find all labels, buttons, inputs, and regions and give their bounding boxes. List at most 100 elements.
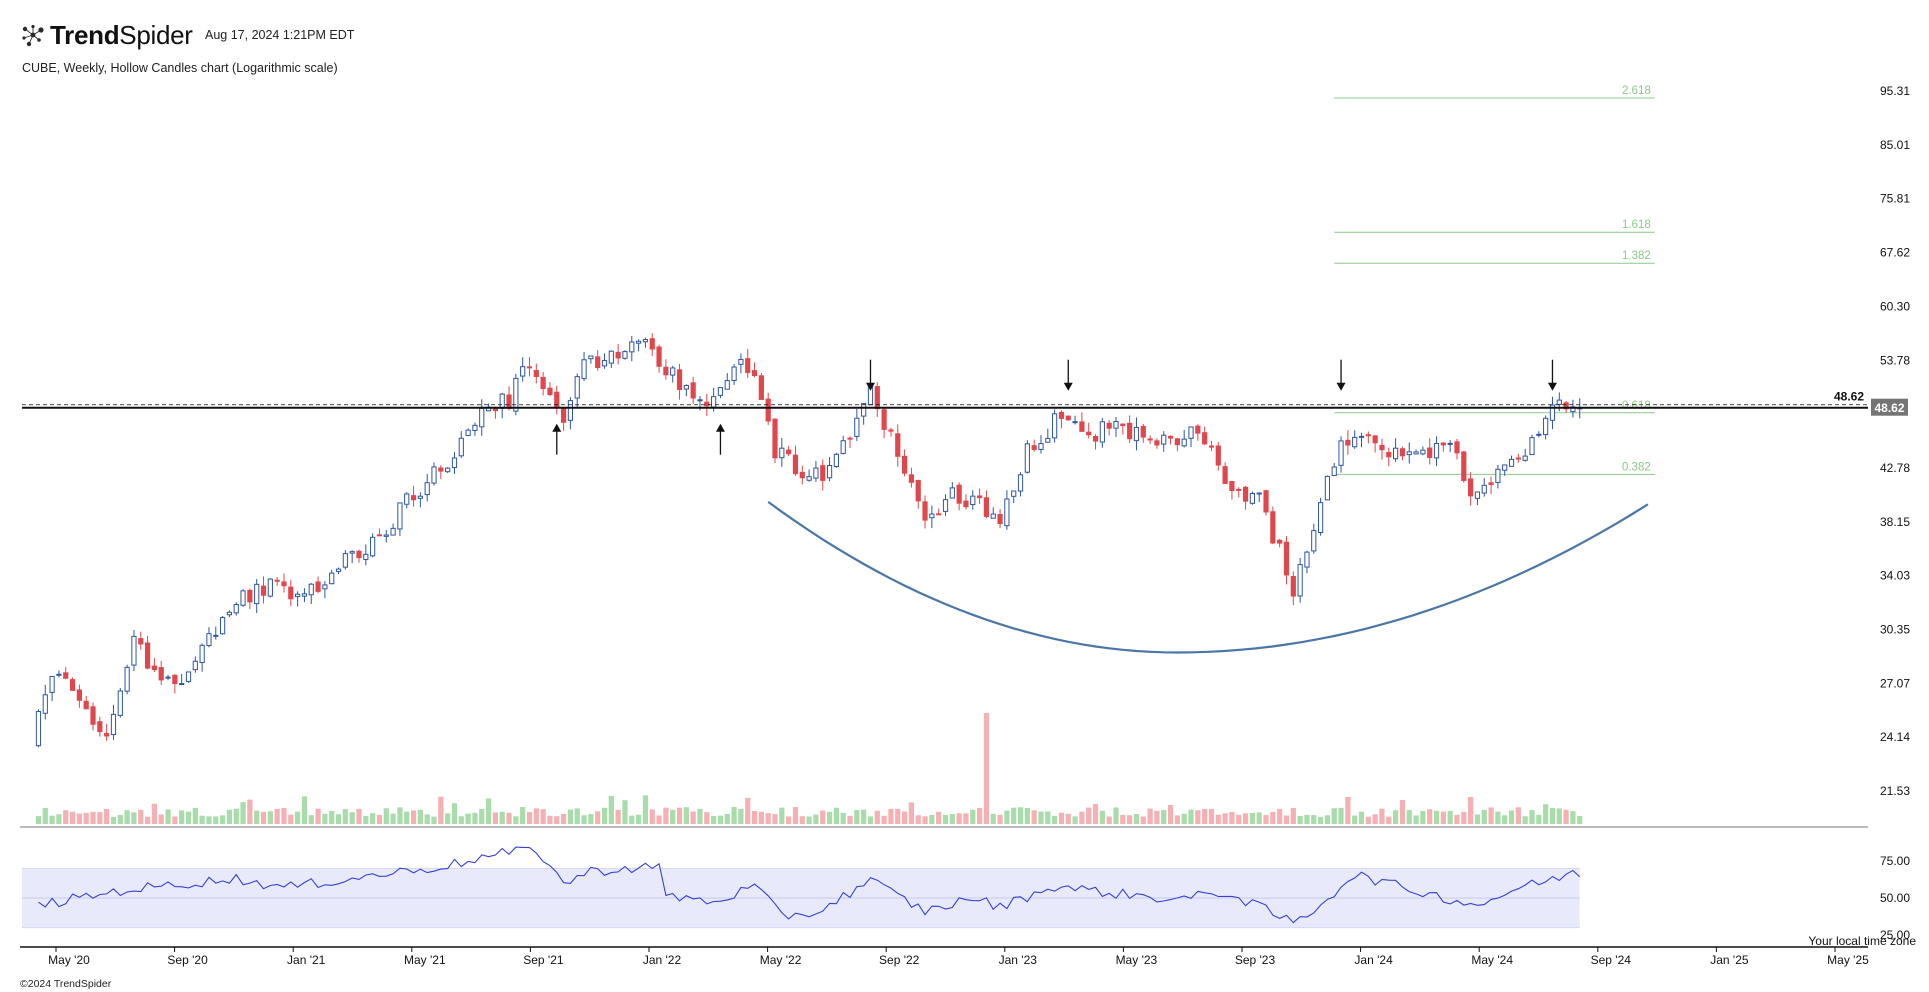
- price-tick-label: 85.01: [1880, 138, 1910, 152]
- volume-bar: [731, 807, 737, 824]
- volume-bar: [506, 812, 512, 824]
- volume-bar: [1065, 813, 1071, 824]
- candle-body: [410, 495, 417, 501]
- candle-body: [1052, 413, 1058, 439]
- candle-body: [63, 672, 69, 679]
- volume-bar: [1106, 816, 1112, 824]
- volume-bar: [1461, 811, 1467, 824]
- candle-body: [731, 366, 737, 382]
- candle-body: [451, 457, 458, 469]
- candle-body: [874, 386, 880, 410]
- volume-bar: [356, 808, 362, 824]
- volume-bar: [697, 808, 703, 824]
- time-tick-label: Sep '21: [523, 953, 564, 967]
- volume-bar: [144, 816, 151, 824]
- volume-bar: [963, 813, 969, 824]
- volume-bar: [1120, 815, 1126, 824]
- price-tick-label: 67.62: [1880, 246, 1910, 260]
- candle-body: [322, 584, 328, 590]
- volume-bar: [1543, 804, 1549, 824]
- volume-bar: [49, 815, 55, 824]
- volume-bar: [1515, 807, 1521, 824]
- volume-bar: [1154, 810, 1160, 824]
- volume-bar: [247, 799, 253, 824]
- price-tick-label: 21.53: [1880, 784, 1910, 798]
- candle-body: [1236, 488, 1242, 491]
- rsi-tick-label: 75.00: [1880, 854, 1910, 868]
- fib-label-0.618: 0.618: [1622, 400, 1651, 412]
- price-tick-label: 95.31: [1880, 84, 1910, 98]
- candle-body: [513, 377, 519, 412]
- candle-body: [1311, 530, 1317, 552]
- candle-body: [1277, 539, 1283, 544]
- candle-body: [1140, 425, 1146, 438]
- candle-body: [1215, 445, 1221, 466]
- candle-body: [520, 366, 526, 377]
- candle-body: [288, 586, 294, 600]
- volume-bar: [1311, 815, 1317, 824]
- candle-body: [397, 502, 403, 530]
- volume-bar: [1577, 816, 1583, 824]
- candle-body: [56, 673, 62, 676]
- candle-body: [390, 527, 396, 536]
- candle-body: [806, 476, 812, 481]
- candle-body: [76, 689, 82, 701]
- volume-bar: [1242, 813, 1249, 824]
- volume-bar: [1174, 815, 1180, 824]
- trendspider-logo[interactable]: TrendSpider: [20, 20, 193, 51]
- volume-bar: [260, 811, 267, 824]
- volume-bar: [240, 802, 246, 824]
- volume-bar: [410, 810, 417, 824]
- volume-bar: [533, 808, 539, 824]
- volume-bar: [219, 815, 226, 824]
- time-tick-label: Jan '22: [643, 953, 682, 967]
- volume-bar: [622, 800, 628, 824]
- price-tick-label: 24.14: [1880, 730, 1910, 744]
- volume-bar: [1045, 811, 1051, 824]
- volume-bar: [438, 796, 444, 824]
- volume-bar: [1031, 810, 1037, 824]
- candle-body: [826, 465, 833, 479]
- candle-body: [949, 487, 955, 499]
- volume-bar: [1092, 804, 1099, 824]
- candle-body: [1202, 432, 1208, 445]
- candle-body: [42, 694, 48, 714]
- volume-bar: [1399, 799, 1406, 824]
- candle-body: [219, 617, 226, 635]
- candle-body: [622, 351, 628, 359]
- candle-body: [1372, 435, 1378, 444]
- candle-body: [1283, 541, 1290, 576]
- timezone-note: Your local time zone: [1808, 934, 1916, 948]
- candle-body: [226, 611, 233, 616]
- volume-bar: [1474, 814, 1481, 824]
- volume-bar: [1188, 809, 1194, 824]
- volume-bar: [63, 810, 69, 824]
- volume-bar: [567, 809, 574, 824]
- time-tick-label: Jan '23: [999, 953, 1038, 967]
- volume-bar: [786, 816, 792, 824]
- volume-bar: [642, 795, 649, 824]
- candle-body: [499, 393, 505, 409]
- candle-body: [901, 455, 908, 474]
- candle-body: [254, 583, 260, 605]
- volume-bar: [1133, 814, 1140, 824]
- candle-body: [117, 690, 123, 716]
- candle-body: [1229, 480, 1235, 492]
- volume-bar: [724, 814, 730, 824]
- volume-bar: [649, 809, 655, 824]
- volume-bar: [1283, 815, 1290, 824]
- price-tick-label: 34.03: [1880, 569, 1910, 583]
- candle-body: [1433, 442, 1440, 459]
- price-tick-label: 75.81: [1880, 192, 1910, 206]
- candle-body: [1317, 502, 1324, 533]
- volume-bar: [1017, 807, 1024, 824]
- volume-bar: [895, 808, 901, 824]
- candle-body: [636, 340, 642, 344]
- volume-bar: [110, 816, 117, 824]
- fib-label-1.382: 1.382: [1622, 250, 1651, 262]
- volume-bar: [1202, 808, 1208, 824]
- volume-bar: [479, 808, 485, 824]
- volume-bar: [874, 810, 880, 824]
- volume-bar: [342, 809, 348, 824]
